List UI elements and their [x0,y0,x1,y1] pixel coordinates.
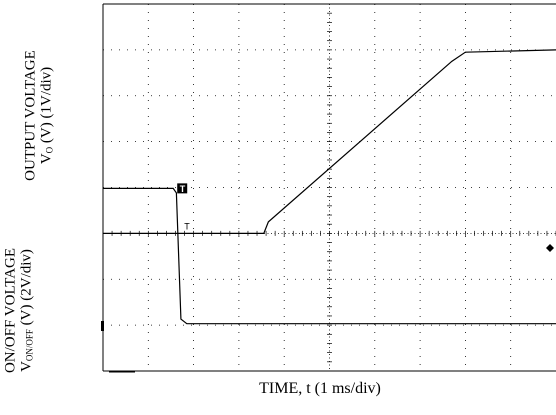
output-label-prefix: V [38,153,55,165]
output-voltage-axis-label-line1: OUTPUT VOLTAGE [22,50,39,181]
onoff-voltage-axis-label: ON/OFF VOLTAGE VON/OFF (V) (2V/div) [3,211,38,411]
onoff-label-subscript: ON/OFF [24,329,35,362]
scope-markers: TT [101,183,554,373]
time-axis-label: TIME, t (1 ms/div) [259,380,381,397]
trigger-marker-box [177,183,188,194]
traces [103,49,556,325]
level-marker-icon [546,244,554,252]
output-voltage-axis-label: OUTPUT VOLTAGE VO (V) (1V/div) [23,16,58,216]
trigger-label-output: T [184,221,190,231]
graticule [102,3,556,372]
output-voltage-trace [103,49,556,234]
output-label-suffix: (V) (1V/div) [38,66,55,147]
output-label-subscript: O [44,146,55,154]
onoff-label-suffix: (V) (2V/div) [18,249,35,330]
output-voltage-axis-label-line2: VO (V) (1V/div) [39,16,58,216]
trigger-marker-label: T [180,184,186,194]
onoff-voltage-axis-label-line2: VON/OFF (V) (2V/div) [19,211,38,411]
onoff-voltage-trace [103,187,556,325]
onoff-voltage-axis-label-line1: ON/OFF VOLTAGE [2,247,19,374]
onoff-label-prefix: V [18,361,35,372]
channel-ground-marker [101,321,104,331]
